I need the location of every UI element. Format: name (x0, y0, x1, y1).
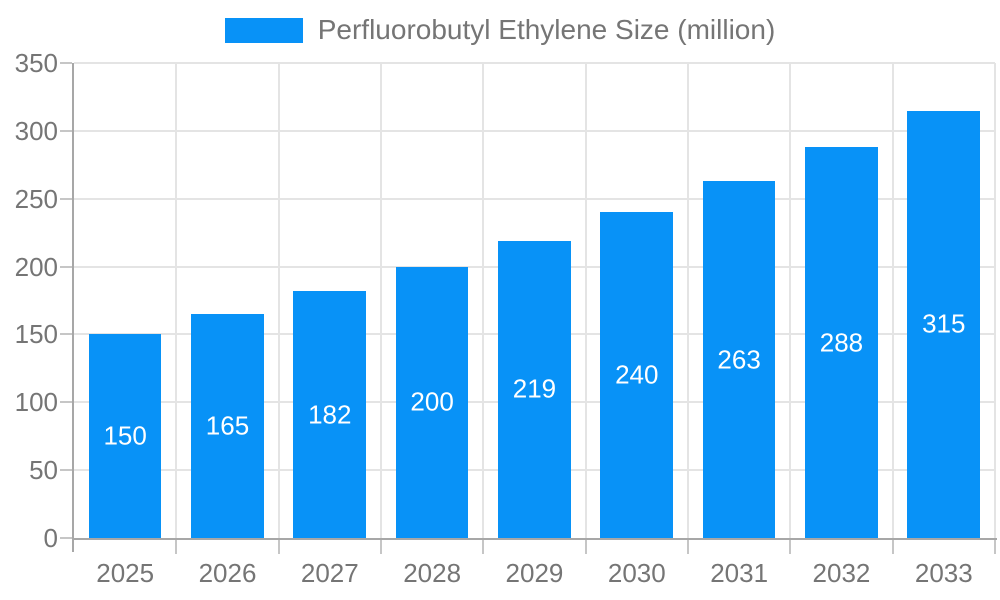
bar-value-label: 315 (922, 308, 966, 339)
x-axis-label: 2033 (914, 558, 973, 588)
bar-2030[interactable]: 240 (600, 212, 674, 538)
bar-2031[interactable]: 263 (702, 181, 776, 538)
legend-label: Perfluorobutyl Ethylene Size (million) (317, 14, 776, 45)
bar-value-label: 200 (410, 386, 454, 417)
bar-2025[interactable]: 150 (88, 334, 162, 538)
bar-2026[interactable]: 165 (191, 314, 264, 538)
x-axis-tick (994, 540, 996, 554)
gridline-vertical (380, 63, 382, 538)
gridline-vertical (891, 63, 894, 538)
gridline-horizontal (74, 62, 995, 64)
x-axis-label: 2026 (198, 558, 257, 588)
x-axis-tick (277, 540, 280, 554)
gridline-vertical (277, 63, 280, 538)
x-axis-tick (175, 540, 178, 554)
bar-cell: 240 (586, 63, 688, 538)
y-axis-label: 350 (14, 48, 58, 78)
bar-value-label: 165 (205, 410, 250, 441)
y-axis-tick (60, 265, 72, 268)
y-axis-label: 250 (14, 183, 58, 214)
gridline-vertical (994, 63, 996, 538)
y-axis-label: 200 (14, 251, 58, 282)
gridline-vertical (687, 63, 689, 538)
x-axis-tick (380, 540, 382, 554)
gridline-vertical (175, 63, 178, 538)
bar-value-label: 219 (512, 373, 557, 404)
bar-cell: 263 (688, 63, 790, 538)
bar-cell: 182 (279, 63, 381, 538)
gridline-vertical (789, 63, 792, 538)
bar-cell: 219 (483, 63, 585, 538)
bar-value-label: 263 (717, 344, 761, 375)
y-axis-label: 100 (14, 387, 58, 418)
x-axis-tick (482, 540, 485, 554)
x-axis-tick (891, 540, 894, 554)
bar-2029[interactable]: 219 (498, 240, 571, 538)
gridline-vertical (584, 63, 587, 538)
gridline-horizontal (74, 129, 995, 132)
plot-area: 150 165 182 200 219 240 263 288 315 (74, 63, 995, 538)
gridline-vertical (482, 63, 485, 538)
legend-swatch-icon (224, 17, 303, 43)
y-axis-line (72, 63, 74, 552)
y-axis-tick (60, 197, 72, 200)
y-axis-label: 50 (29, 455, 58, 486)
bar-value-label: 150 (103, 420, 147, 451)
bar-cell: 200 (381, 63, 483, 538)
y-axis-tick (60, 62, 72, 64)
bar-2033[interactable]: 315 (907, 110, 981, 538)
legend[interactable]: Perfluorobutyl Ethylene Size (million) (0, 0, 1000, 60)
bar-value-label: 288 (819, 327, 864, 358)
y-axis-tick (60, 537, 72, 539)
y-axis-tick (60, 469, 72, 472)
bar-2028[interactable]: 200 (395, 266, 469, 538)
y-axis-tick (60, 129, 72, 132)
x-axis-tick (584, 540, 587, 554)
x-axis-tick (789, 540, 792, 554)
x-axis: 2025 2026 2027 2028 2029 2030 2031 2032 2033 (74, 556, 995, 590)
x-axis-label: 2032 (812, 558, 871, 588)
x-axis-label: 2031 (710, 558, 769, 588)
bar-value-label: 240 (615, 359, 659, 390)
bar-cell: 150 (74, 63, 176, 538)
y-axis-label: 300 (14, 115, 58, 146)
bar-cell: 288 (790, 63, 892, 538)
bar-value-label: 182 (308, 399, 352, 429)
x-axis-line (72, 538, 997, 540)
x-axis-label: 2028 (403, 558, 462, 588)
y-axis-tick (60, 401, 72, 404)
x-axis-label: 2030 (607, 558, 666, 588)
bar-2027[interactable]: 182 (293, 291, 367, 538)
x-axis-tick (687, 540, 689, 554)
y-axis-tick (60, 333, 72, 336)
y-axis-label: 150 (14, 319, 58, 350)
bar-2032[interactable]: 288 (805, 147, 878, 538)
gridline-horizontal (74, 197, 995, 200)
y-axis-label: 0 (43, 523, 58, 553)
x-axis-label: 2025 (96, 558, 155, 588)
x-axis-label: 2029 (505, 558, 564, 588)
bar-cell: 315 (893, 63, 995, 538)
y-axis: 0 50 100 150 200 250 300 350 (0, 0, 58, 600)
x-axis-label: 2027 (300, 558, 359, 588)
bar-cell: 165 (176, 63, 278, 538)
